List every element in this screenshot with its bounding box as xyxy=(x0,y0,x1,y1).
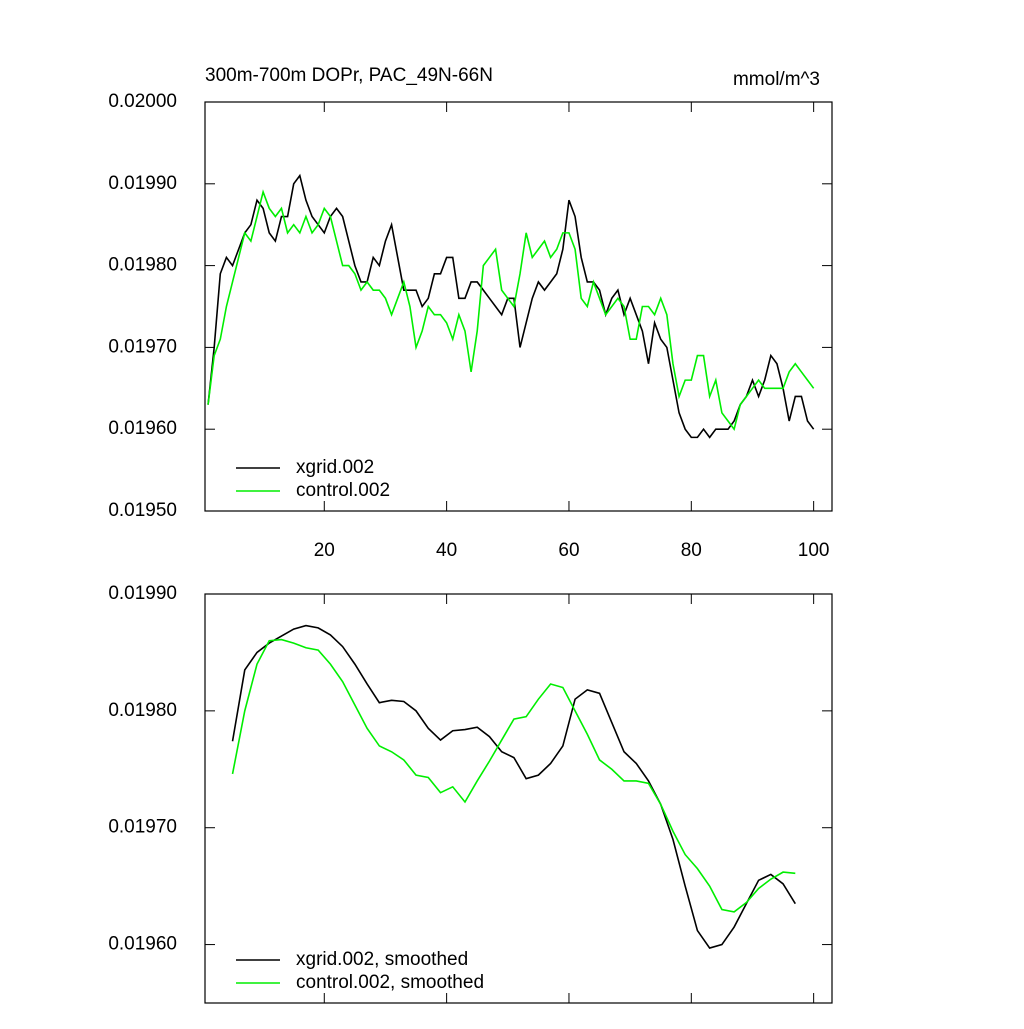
x-tick-label: 20 xyxy=(314,540,335,561)
y-tick-label: 0.01960 xyxy=(108,934,177,955)
y-tick-label: 0.01970 xyxy=(108,336,177,357)
units-label: mmol/m^3 xyxy=(733,69,820,90)
legend-label: control.002 xyxy=(296,480,390,501)
y-tick-label: 0.01950 xyxy=(108,500,177,521)
y-tick-label: 0.01970 xyxy=(108,817,177,838)
legend-label: control.002, smoothed xyxy=(296,972,484,993)
y-tick-label: 0.01960 xyxy=(108,418,177,439)
y-tick-label: 0.01990 xyxy=(108,583,177,604)
series-line xyxy=(231,638,796,913)
chart-title: 300m-700m DOPr, PAC_49N-66N xyxy=(205,65,493,86)
y-tick-label: 0.01980 xyxy=(108,700,177,721)
series-line xyxy=(207,189,815,432)
y-tick-label: 0.01990 xyxy=(108,173,177,194)
plot-frame xyxy=(204,593,833,1004)
x-tick-label: 100 xyxy=(798,540,830,561)
plot-frame xyxy=(204,101,833,512)
x-tick-label: 40 xyxy=(436,540,457,561)
legend-label: xgrid.002 xyxy=(296,457,374,478)
x-tick-label: 60 xyxy=(558,540,579,561)
legend-label: xgrid.002, smoothed xyxy=(296,949,468,970)
y-tick-label: 0.02000 xyxy=(108,91,177,112)
series-line xyxy=(207,173,815,439)
y-tick-label: 0.01980 xyxy=(108,255,177,276)
x-tick-label: 80 xyxy=(681,540,702,561)
series-line xyxy=(231,624,796,950)
